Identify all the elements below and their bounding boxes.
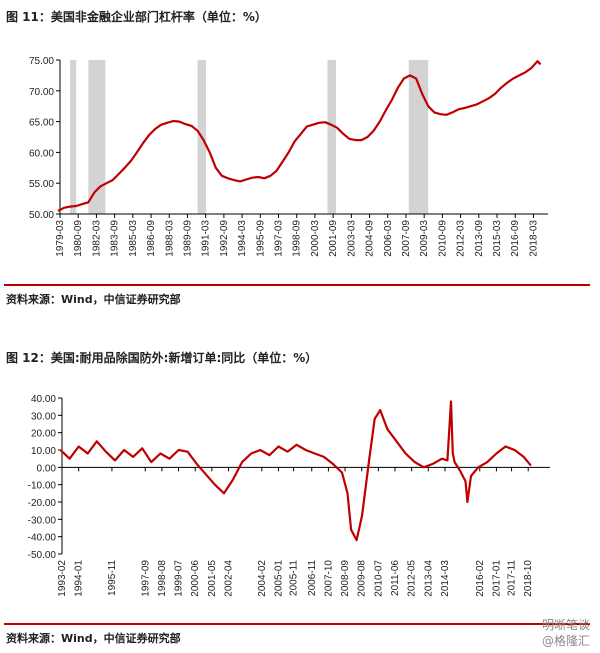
x-tick-label: 2007-09 <box>401 220 412 257</box>
x-tick-label: 1997-03 <box>274 220 285 257</box>
x-tick-label: 2016-02 <box>475 560 486 597</box>
chart2-source: 资料来源：Wind，中信证券研究部 <box>6 632 181 645</box>
x-tick-label: 2006-11 <box>307 560 318 596</box>
chart1-rule <box>4 284 590 286</box>
chart1-title: 图 11：美国非金融企业部门杠杆率（单位：%） <box>6 10 267 24</box>
recession-band <box>88 60 106 214</box>
x-tick-label: 2010-09 <box>437 220 448 257</box>
x-tick-label: 2000-06 <box>190 560 201 597</box>
y-tick-label: 0.00 <box>37 463 57 474</box>
x-tick-label: 1992-09 <box>219 220 230 257</box>
x-tick-label: 2012-03 <box>456 220 467 257</box>
y-tick-label: 20.00 <box>31 429 56 440</box>
x-tick-label: 2001-09 <box>328 220 339 257</box>
y-tick-label: 30.00 <box>31 411 56 422</box>
x-tick-label: 2011-06 <box>390 560 401 596</box>
recession-band <box>327 60 336 214</box>
x-tick-label: 2006-03 <box>383 220 394 257</box>
recession-band <box>70 60 77 214</box>
x-tick-label: 1980-09 <box>73 220 84 257</box>
series-line <box>59 400 532 542</box>
x-tick-label: 1999-07 <box>174 560 185 597</box>
y-tick-label: -40.00 <box>28 533 57 544</box>
x-tick-label: 1983-09 <box>110 220 121 257</box>
x-tick-label: 1985-03 <box>128 220 139 257</box>
x-tick-label: 1998-08 <box>157 560 168 597</box>
y-tick-label: 55.00 <box>29 179 54 190</box>
x-tick-label: 1982-03 <box>91 220 102 257</box>
y-tick-label: 70.00 <box>29 87 54 98</box>
x-tick-label: 2007-10 <box>323 560 334 597</box>
y-tick-label: -20.00 <box>28 498 57 509</box>
x-tick-label: 2014-03 <box>440 560 451 597</box>
x-tick-label: 2005-11 <box>289 560 300 596</box>
x-tick-label: 2017-01 <box>491 560 502 597</box>
x-tick-label: 2013-09 <box>474 220 485 257</box>
x-tick-label: 2012-05 <box>407 560 418 597</box>
x-tick-label: 2016-09 <box>510 220 521 257</box>
y-tick-label: -50.00 <box>28 550 57 561</box>
x-tick-label: 1994-03 <box>237 220 248 257</box>
x-tick-label: 1988-03 <box>164 220 175 257</box>
x-tick-label: 2001-05 <box>207 560 218 597</box>
chart1-source: 资料来源：Wind，中信证券研究部 <box>6 293 181 306</box>
x-tick-label: 1979-03 <box>55 220 66 257</box>
x-tick-label: 2004-02 <box>257 560 268 597</box>
x-tick-label: 2002-04 <box>224 560 235 597</box>
x-tick-label: 1989-09 <box>182 220 193 257</box>
watermark-line1: 明晰笔谈 <box>541 618 590 632</box>
chart2-svg: -50.00 -40.00 -30.00 -20.00 -10.00 0.00 10.00 2… <box>28 394 550 597</box>
y-tick-label: 65.00 <box>29 118 54 129</box>
watermark: 明晰笔谈 @格隆汇 <box>542 617 590 649</box>
x-tick-label: 2018-10 <box>523 560 534 597</box>
x-tick-label: 2018-03 <box>528 220 539 257</box>
x-tick-label: 1995-09 <box>255 220 266 257</box>
chart2-rule <box>4 623 590 625</box>
x-tick-label: 2013-04 <box>423 560 434 597</box>
x-tick-label: 1997-09 <box>140 560 151 597</box>
x-tick-label: 2008-09 <box>340 560 351 597</box>
y-tick-label: -10.00 <box>28 481 57 492</box>
chart2-title: 图 12：美国:耐用品除国防外:新增订单:同比（单位：%） <box>6 351 318 365</box>
x-tick-label: 2004-09 <box>365 220 376 257</box>
x-tick-label: 2017-11 <box>507 560 518 596</box>
x-tick-label: 2003-03 <box>346 220 357 257</box>
x-tick-label: 2010-07 <box>373 560 384 597</box>
y-tick-label: 50.00 <box>29 210 54 221</box>
series-line <box>57 60 542 212</box>
y-tick-label: 40.00 <box>31 394 56 405</box>
x-tick-label: 1998-09 <box>292 220 303 257</box>
y-tick-label: -30.00 <box>28 515 57 526</box>
x-tick-label: 2000-03 <box>310 220 321 257</box>
watermark-line2: @格隆汇 <box>541 634 590 648</box>
x-tick-label: 1995-11 <box>107 560 118 596</box>
x-tick-label: 2009-08 <box>357 560 368 597</box>
x-tick-label: 2009-03 <box>419 220 430 257</box>
x-tick-label: 2015-03 <box>492 220 503 257</box>
x-tick-label: 2005-01 <box>273 560 284 597</box>
x-tick-label: 1994-01 <box>74 560 85 597</box>
x-tick-label: 1993-02 <box>57 560 68 597</box>
chart1-svg: 50.00 55.00 60.00 65.00 70.00 75.00 1979-03 198… <box>29 56 548 257</box>
x-tick-label: 1986-09 <box>146 220 157 257</box>
y-tick-label: 10.00 <box>31 446 56 457</box>
y-tick-label: 60.00 <box>29 148 54 159</box>
y-tick-label: 75.00 <box>29 56 54 67</box>
x-tick-label: 1991-03 <box>201 220 212 257</box>
